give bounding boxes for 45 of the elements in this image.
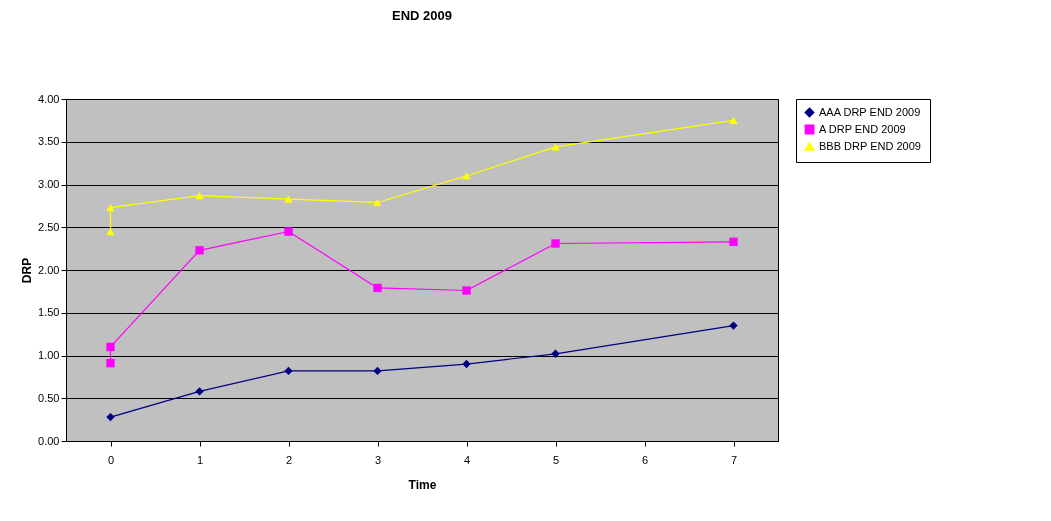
x-tick-label: 4 <box>463 453 471 466</box>
x-tick-label: 3 <box>374 453 382 466</box>
point <box>284 366 293 376</box>
point <box>729 116 738 124</box>
legend-label: A DRP END 2009 <box>819 122 906 135</box>
y-tick-label: 0.00 <box>38 434 60 447</box>
legend-label: BBB DRP END 2009 <box>819 139 921 152</box>
x-tick-label: 0 <box>107 453 115 466</box>
y-tick-label: 0.50 <box>38 391 60 404</box>
x-tick-label: 6 <box>641 453 649 466</box>
y-tick-label: 2.00 <box>38 263 60 276</box>
point <box>106 203 115 212</box>
point <box>551 239 560 248</box>
point <box>195 246 204 255</box>
point <box>284 227 293 236</box>
point <box>373 198 382 207</box>
y-tick-label: 1.00 <box>38 349 60 361</box>
point <box>462 172 471 180</box>
y-axis-title: DRP <box>20 257 35 284</box>
y-tick-label: 4.00 <box>38 92 60 105</box>
point <box>729 237 738 246</box>
point <box>373 283 382 293</box>
point <box>284 195 293 203</box>
point <box>462 286 471 295</box>
x-tick-label: 1 <box>196 453 204 466</box>
y-tick-label: 3.50 <box>38 135 60 148</box>
point <box>195 387 204 396</box>
y-tick-label: 1.50 <box>38 306 60 319</box>
point <box>551 143 560 151</box>
point <box>729 321 738 330</box>
point <box>195 191 204 200</box>
point <box>462 359 471 369</box>
point <box>106 342 115 352</box>
legend-label: AAA DRP END 2009 <box>819 105 921 118</box>
x-tick-label: 2 <box>285 453 293 466</box>
x-axis-title: Time <box>408 477 437 492</box>
x-tick-label: 5 <box>552 453 560 466</box>
point <box>106 359 115 368</box>
chart-title: END 2009 <box>392 8 452 23</box>
point <box>373 366 382 376</box>
y-tick-label: 3.00 <box>38 178 60 190</box>
point <box>106 412 115 422</box>
y-tick-label: 2.50 <box>38 220 60 233</box>
x-tick-label: 7 <box>730 453 738 466</box>
point <box>551 349 560 358</box>
